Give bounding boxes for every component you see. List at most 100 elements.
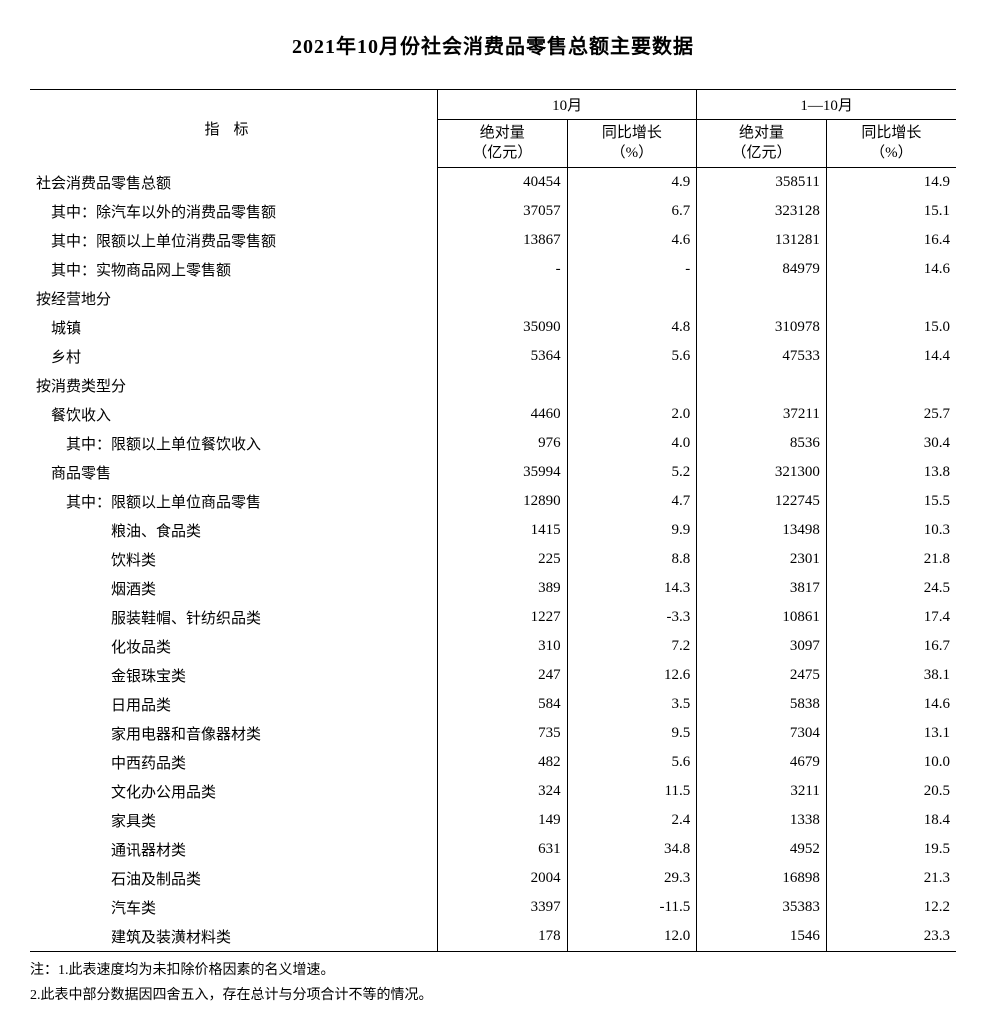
- cell-oct_abs: 1415: [437, 516, 567, 545]
- table-row: 按消费类型分: [30, 371, 956, 400]
- cell-ytd_yoy: 10.3: [826, 516, 956, 545]
- cell-ytd_abs: 131281: [697, 226, 827, 255]
- cell-oct_yoy: 4.6: [567, 226, 697, 255]
- cell-oct_abs: 247: [437, 661, 567, 690]
- cell-oct_yoy: 3.5: [567, 690, 697, 719]
- cell-oct_abs: 12890: [437, 487, 567, 516]
- cell-oct_abs: 40454: [437, 168, 567, 197]
- table-row: 服装鞋帽、针纺织品类1227-3.31086117.4: [30, 603, 956, 632]
- cell-oct_abs: 225: [437, 545, 567, 574]
- table-row: 其中：除汽车以外的消费品零售额370576.732312815.1: [30, 197, 956, 226]
- cell-ytd_yoy: 16.4: [826, 226, 956, 255]
- row-label: 其中：限额以上单位消费品零售额: [30, 226, 437, 255]
- table-row: 日用品类5843.5583814.6: [30, 690, 956, 719]
- row-label: 粮油、食品类: [30, 516, 437, 545]
- cell-ytd_abs: 3817: [697, 574, 827, 603]
- table-row: 石油及制品类200429.31689821.3: [30, 864, 956, 893]
- table-row: 金银珠宝类24712.6247538.1: [30, 661, 956, 690]
- cell-ytd_yoy: 12.2: [826, 893, 956, 922]
- row-label: 金银珠宝类: [30, 661, 437, 690]
- row-label: 其中：除汽车以外的消费品零售额: [30, 197, 437, 226]
- cell-ytd_abs: 323128: [697, 197, 827, 226]
- row-label: 商品零售: [30, 458, 437, 487]
- row-label: 汽车类: [30, 893, 437, 922]
- page-title: 2021年10月份社会消费品零售总额主要数据: [30, 30, 956, 59]
- cell-oct_abs: 178: [437, 922, 567, 952]
- row-label: 饮料类: [30, 545, 437, 574]
- cell-ytd_abs: 1546: [697, 922, 827, 952]
- table-row: 化妆品类3107.2309716.7: [30, 632, 956, 661]
- row-label: 按消费类型分: [30, 371, 437, 400]
- cell-oct_yoy: [567, 284, 697, 313]
- cell-ytd_yoy: 15.0: [826, 313, 956, 342]
- cell-oct_yoy: 4.9: [567, 168, 697, 197]
- cell-ytd_abs: 3211: [697, 777, 827, 806]
- cell-oct_yoy: 9.9: [567, 516, 697, 545]
- note-2: 2.此表中部分数据因四舍五入，存在总计与分项合计不等的情况。: [30, 983, 956, 1008]
- cell-oct_abs: 2004: [437, 864, 567, 893]
- header-ytd-abs: 绝对量（亿元）: [697, 120, 827, 168]
- row-label: 其中：限额以上单位商品零售: [30, 487, 437, 516]
- cell-ytd_yoy: 19.5: [826, 835, 956, 864]
- row-label: 餐饮收入: [30, 400, 437, 429]
- cell-oct_abs: 584: [437, 690, 567, 719]
- row-label: 服装鞋帽、针纺织品类: [30, 603, 437, 632]
- cell-oct_yoy: 12.0: [567, 922, 697, 952]
- cell-ytd_yoy: 16.7: [826, 632, 956, 661]
- cell-ytd_abs: 10861: [697, 603, 827, 632]
- cell-oct_abs: 976: [437, 429, 567, 458]
- row-label: 家具类: [30, 806, 437, 835]
- cell-oct_yoy: -: [567, 255, 697, 284]
- cell-ytd_yoy: 38.1: [826, 661, 956, 690]
- cell-oct_yoy: 2.4: [567, 806, 697, 835]
- table-row: 文化办公用品类32411.5321120.5: [30, 777, 956, 806]
- cell-ytd_abs: 8536: [697, 429, 827, 458]
- cell-oct_abs: [437, 371, 567, 400]
- table-row: 饮料类2258.8230121.8: [30, 545, 956, 574]
- table-row: 建筑及装潢材料类17812.0154623.3: [30, 922, 956, 952]
- cell-ytd_yoy: 13.1: [826, 719, 956, 748]
- table-row: 其中：限额以上单位消费品零售额138674.613128116.4: [30, 226, 956, 255]
- cell-oct_abs: 735: [437, 719, 567, 748]
- cell-ytd_yoy: 21.3: [826, 864, 956, 893]
- cell-ytd_abs: 122745: [697, 487, 827, 516]
- cell-ytd_abs: [697, 284, 827, 313]
- row-label: 按经营地分: [30, 284, 437, 313]
- table-row: 烟酒类38914.3381724.5: [30, 574, 956, 603]
- cell-oct_yoy: 12.6: [567, 661, 697, 690]
- table-row: 通讯器材类63134.8495219.5: [30, 835, 956, 864]
- cell-oct_yoy: 8.8: [567, 545, 697, 574]
- row-label: 文化办公用品类: [30, 777, 437, 806]
- header-indicator: 指标: [30, 90, 437, 168]
- table-row: 其中：限额以上单位餐饮收入9764.0853630.4: [30, 429, 956, 458]
- cell-oct_yoy: 11.5: [567, 777, 697, 806]
- row-label: 城镇: [30, 313, 437, 342]
- cell-ytd_abs: 47533: [697, 342, 827, 371]
- cell-oct_abs: 3397: [437, 893, 567, 922]
- cell-ytd_abs: 358511: [697, 168, 827, 197]
- table-row: 中西药品类4825.6467910.0: [30, 748, 956, 777]
- cell-oct_abs: 13867: [437, 226, 567, 255]
- cell-ytd_yoy: [826, 371, 956, 400]
- cell-ytd_abs: 13498: [697, 516, 827, 545]
- cell-ytd_yoy: 14.6: [826, 255, 956, 284]
- cell-oct_yoy: 2.0: [567, 400, 697, 429]
- header-oct-abs: 绝对量（亿元）: [437, 120, 567, 168]
- cell-oct_abs: 310: [437, 632, 567, 661]
- table-row: 家用电器和音像器材类7359.5730413.1: [30, 719, 956, 748]
- cell-ytd_abs: 310978: [697, 313, 827, 342]
- cell-ytd_abs: 321300: [697, 458, 827, 487]
- cell-oct_abs: 35994: [437, 458, 567, 487]
- table-row: 其中：实物商品网上零售额--8497914.6: [30, 255, 956, 284]
- cell-ytd_yoy: 10.0: [826, 748, 956, 777]
- row-label: 社会消费品零售总额: [30, 168, 437, 197]
- cell-ytd_abs: 5838: [697, 690, 827, 719]
- cell-oct_abs: 324: [437, 777, 567, 806]
- cell-oct_yoy: 4.8: [567, 313, 697, 342]
- row-label: 建筑及装潢材料类: [30, 922, 437, 952]
- cell-ytd_yoy: 17.4: [826, 603, 956, 632]
- cell-ytd_abs: 2475: [697, 661, 827, 690]
- row-label: 其中：限额以上单位餐饮收入: [30, 429, 437, 458]
- cell-ytd_yoy: [826, 284, 956, 313]
- cell-oct_abs: 35090: [437, 313, 567, 342]
